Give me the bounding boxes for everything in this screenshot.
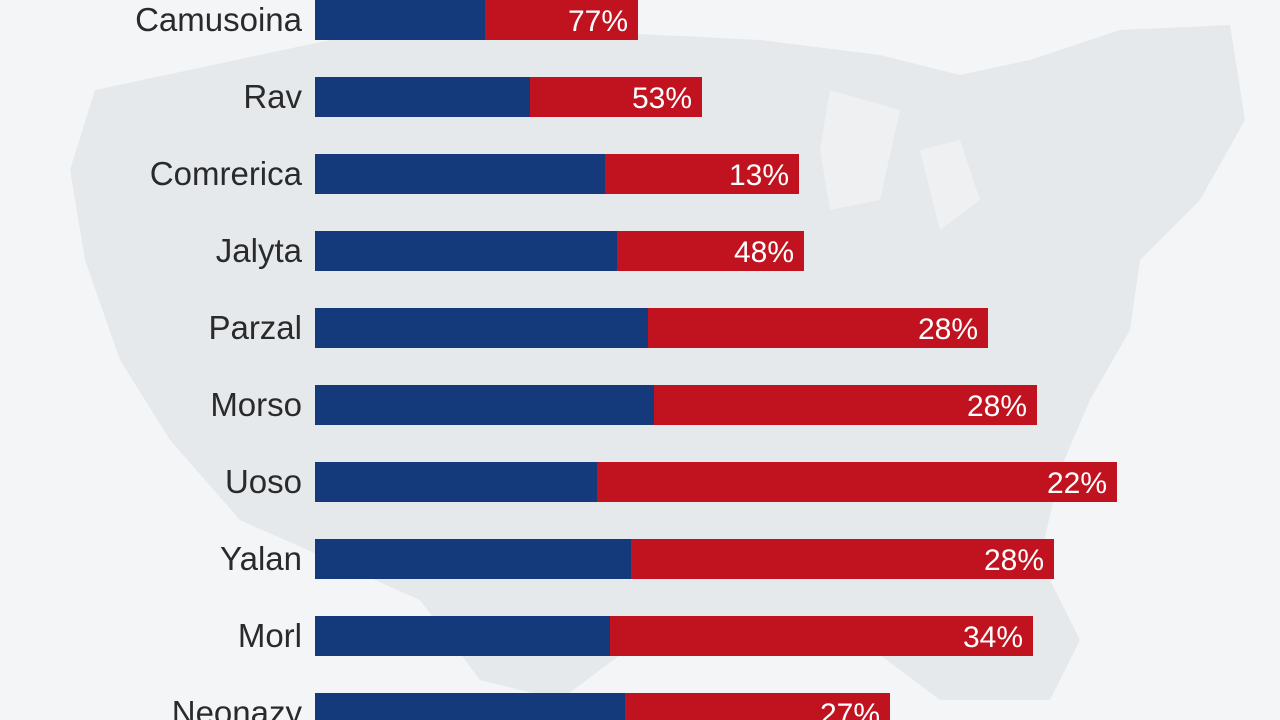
bar-row: Neonazy 27% xyxy=(172,693,890,720)
bar-row: Yalan 28% xyxy=(220,539,1054,579)
bar-row: Uoso 22% xyxy=(225,462,1117,502)
bar-segment-red xyxy=(631,539,1054,579)
category-label: Morl xyxy=(238,617,302,654)
bar-segment-blue xyxy=(315,154,605,194)
category-label: Parzal xyxy=(208,309,302,346)
category-label: Morso xyxy=(210,386,302,423)
category-label: Yalan xyxy=(220,540,302,577)
bar-row: Morso 28% xyxy=(210,385,1037,425)
bar-segment-blue xyxy=(315,77,530,117)
bar-segment-red xyxy=(625,693,890,720)
category-label: Comrerica xyxy=(150,155,303,192)
category-label: Camusoina xyxy=(135,1,303,38)
category-label: Uoso xyxy=(225,463,302,500)
bar-segment-blue xyxy=(315,385,654,425)
bar-segment-red xyxy=(485,0,638,40)
bar-segment-red xyxy=(605,154,799,194)
bar-segment-red xyxy=(617,231,804,271)
bar-segment-blue xyxy=(315,616,610,656)
data-label: 13% xyxy=(729,159,789,192)
category-label: Neonazy xyxy=(172,694,303,720)
bar-row: Camusoina 77% xyxy=(135,0,638,40)
bar-segment-red xyxy=(530,77,702,117)
bar-row: Parzal 28% xyxy=(208,308,988,348)
bar-row: Rav 53% xyxy=(243,77,702,117)
bar-segment-blue xyxy=(315,0,485,40)
bar-segment-red xyxy=(597,462,1117,502)
data-label: 28% xyxy=(918,313,978,346)
data-label: 77% xyxy=(568,5,628,38)
data-label: 53% xyxy=(632,82,692,115)
bar-segment-blue xyxy=(315,462,597,502)
category-label: Jalyta xyxy=(216,232,303,269)
bar-segment-blue xyxy=(315,693,625,720)
data-label: 34% xyxy=(963,621,1023,654)
category-label: Rav xyxy=(243,78,302,115)
bar-row: Morl 34% xyxy=(238,616,1033,656)
data-label: 48% xyxy=(734,236,794,269)
bar-segment-blue xyxy=(315,308,648,348)
bar-row: Comrerica 13% xyxy=(150,154,799,194)
data-label: 22% xyxy=(1047,467,1107,500)
bar-segment-red xyxy=(654,385,1037,425)
data-label: 28% xyxy=(967,390,1027,423)
bar-row: Jalyta 48% xyxy=(216,231,804,271)
bar-segment-blue xyxy=(315,539,631,579)
bar-segment-red xyxy=(648,308,988,348)
bar-segment-blue xyxy=(315,231,617,271)
data-label: 28% xyxy=(984,544,1044,577)
bar-segment-red xyxy=(610,616,1033,656)
data-label: 27% xyxy=(820,698,880,720)
